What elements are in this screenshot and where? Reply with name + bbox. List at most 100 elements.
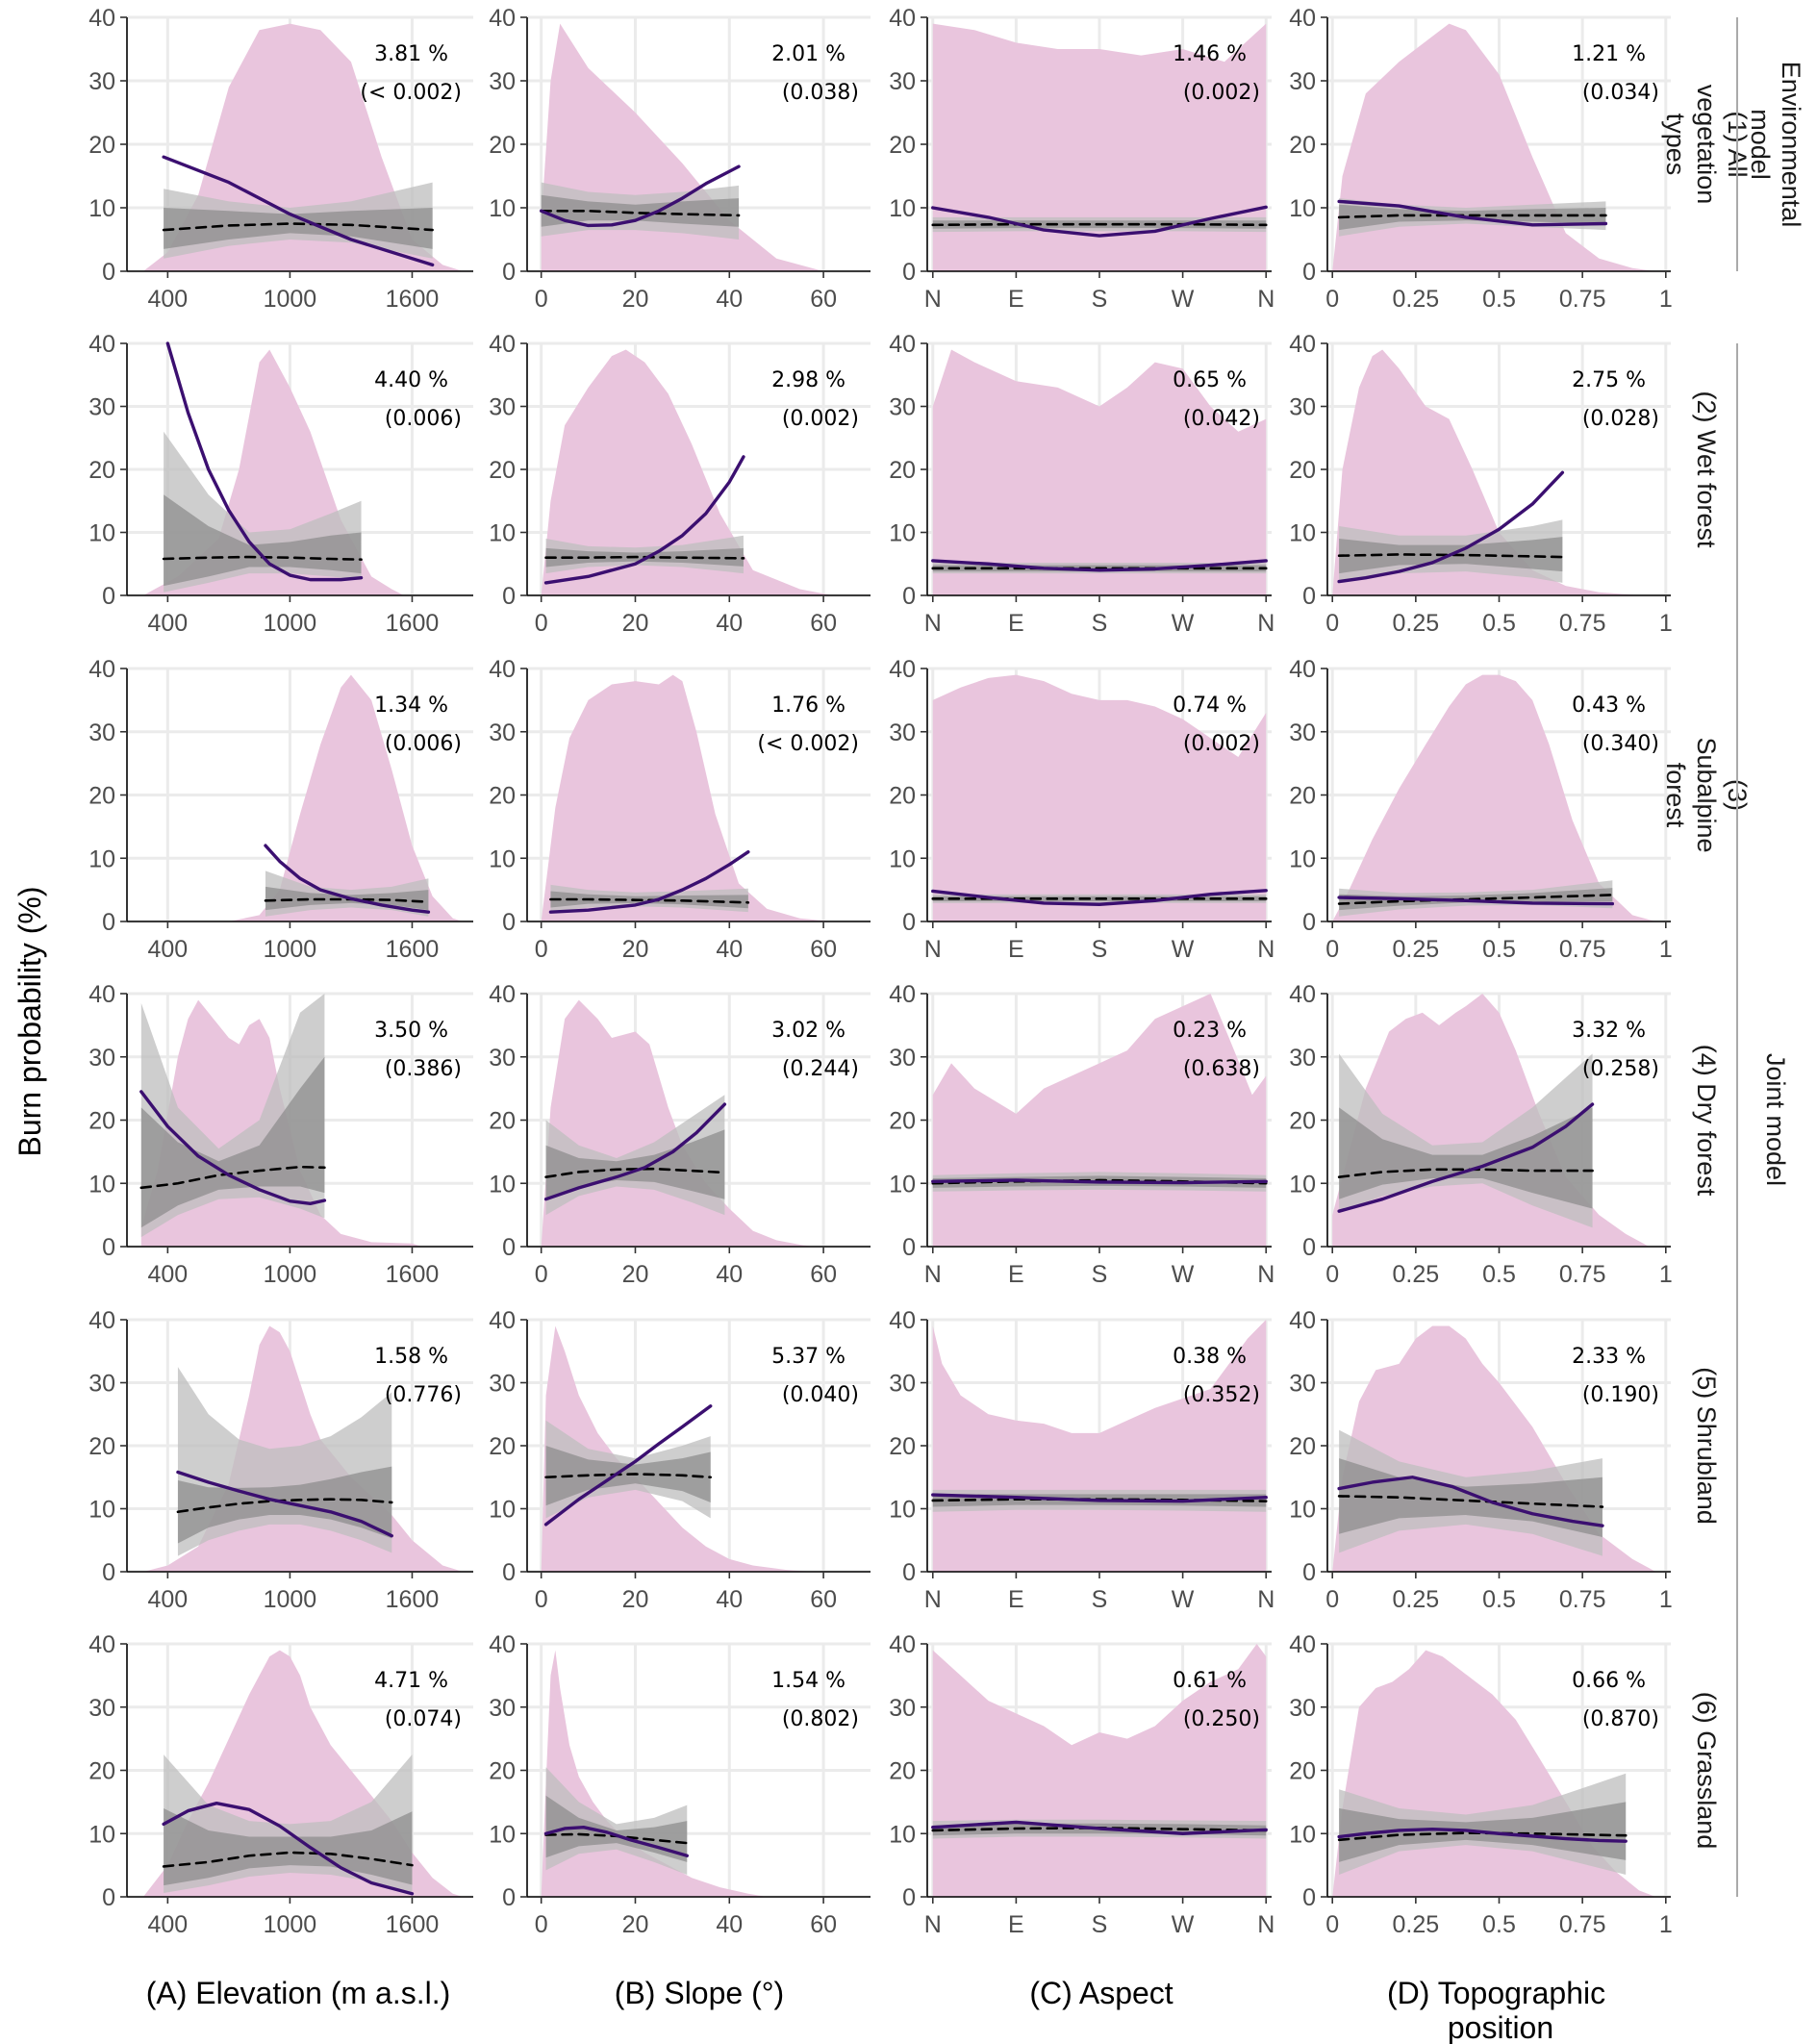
y-tick-label: 30 [889, 1371, 916, 1398]
variance-explained-label: 4.71 % [374, 1669, 448, 1693]
x-tick-label: 0.75 [1559, 1911, 1606, 1938]
x-tick-label: W [1172, 286, 1195, 313]
x-tick-label: 0.75 [1559, 1586, 1606, 1613]
variance-explained-label: 3.02 % [771, 1019, 845, 1043]
density-area [932, 674, 1267, 921]
variance-explained-label: 2.01 % [771, 42, 845, 66]
p-value-label: (0.038) [782, 81, 859, 105]
variance-explained-label: 2.98 % [771, 368, 845, 392]
x-tick-label: 20 [622, 1586, 649, 1613]
dashed-curve [549, 897, 750, 904]
density-area [932, 349, 1267, 595]
x-tick-label: 1 [1659, 1586, 1673, 1613]
y-tick-label: 0 [502, 1884, 516, 1911]
y-tick-label: 0 [1302, 583, 1316, 610]
y-tick-label: 20 [1289, 783, 1316, 810]
x-tick-label: 60 [810, 936, 837, 963]
panel-r5-c3: 0 10 20 30 40 N E S W N 0.38 % (0.352) [889, 1307, 1274, 1613]
solid-curve [931, 1493, 1268, 1503]
y-tick-label: 0 [902, 259, 916, 286]
y-tick-label: 30 [889, 394, 916, 421]
y-tick-label: 30 [1289, 1371, 1316, 1398]
x-tick-label: 0.5 [1482, 286, 1516, 313]
x-tick-label: 40 [716, 1261, 743, 1288]
y-tick-label: 20 [1289, 1433, 1316, 1460]
y-tick-label: 10 [889, 1821, 916, 1848]
x-tick-label: 1600 [386, 286, 440, 313]
x-tick-label: W [1172, 936, 1195, 963]
y-tick-label: 30 [489, 1371, 516, 1398]
p-value-label: (0.006) [385, 407, 462, 431]
x-tick-label: N [924, 610, 942, 637]
y-tick-label: 0 [102, 1884, 115, 1911]
variance-explained-label: 0.61 % [1173, 1669, 1247, 1693]
y-tick-label: 30 [889, 1045, 916, 1072]
x-tick-label: 20 [622, 1261, 649, 1288]
y-tick-label: 20 [889, 1758, 916, 1785]
p-value-label: (0.870) [1582, 1707, 1659, 1731]
solid-curve [543, 1404, 713, 1527]
y-tick-label: 10 [1289, 1497, 1316, 1524]
x-tick-label: 0.75 [1559, 286, 1606, 313]
solid-curve [543, 455, 745, 585]
density-area [932, 23, 1267, 271]
p-value-label: (0.258) [1582, 1057, 1659, 1081]
x-tick-label: E [1008, 936, 1024, 963]
panel-r1-c3: 0 10 20 30 40 N E S W N 1.46 % (0.002) [889, 5, 1274, 313]
dashed-curve [931, 222, 1268, 227]
variance-explained-label: 3.50 % [374, 1019, 448, 1043]
solid-curve [139, 1090, 327, 1205]
solid-curve [1337, 1102, 1595, 1213]
solid-curve [176, 1470, 393, 1538]
p-value-label: (0.002) [1183, 81, 1260, 105]
x-tick-label: 1 [1659, 1261, 1673, 1288]
panel-r3-c4: 0 10 20 30 40 0 0.25 0.5 0.75 1 0.43 % (0.340) [1289, 656, 1673, 963]
x-tick-label: 1000 [264, 1261, 317, 1288]
x-axis-title-b: (B) Slope (°) [615, 1976, 784, 2010]
row-label-line: vegetation [1692, 85, 1721, 205]
y-tick-label: 20 [1289, 132, 1316, 159]
x-tick-label: 0 [1325, 1586, 1339, 1613]
y-tick-label: 40 [489, 656, 516, 683]
y-tick-label: 40 [1289, 981, 1316, 1008]
variance-explained-label: 4.40 % [374, 368, 448, 392]
y-tick-label: 30 [1289, 1695, 1316, 1722]
x-tick-label: 20 [622, 936, 649, 963]
variance-explained-label: 5.37 % [771, 1345, 845, 1369]
x-tick-label: 0 [535, 1261, 548, 1288]
p-value-label: (0.638) [1183, 1057, 1260, 1081]
y-tick-label: 20 [489, 457, 516, 484]
y-tick-label: 10 [88, 1171, 115, 1198]
x-tick-label: 1600 [386, 1586, 440, 1613]
x-tick-label: 1600 [386, 1261, 440, 1288]
y-tick-label: 40 [489, 981, 516, 1008]
row-label-line: (4) Dry forest [1692, 1045, 1721, 1197]
solid-curve [931, 205, 1268, 238]
variance-explained-label: 0.43 % [1572, 694, 1646, 718]
x-tick-label: 40 [716, 1911, 743, 1938]
x-tick-label: 40 [716, 286, 743, 313]
y-tick-label: 20 [889, 132, 916, 159]
x-tick-label: N [924, 936, 942, 963]
solid-curve [1337, 1476, 1604, 1527]
y-tick-label: 30 [88, 1695, 115, 1722]
x-tick-label: E [1008, 286, 1024, 313]
x-tick-label: 1000 [264, 610, 317, 637]
panel-r4-c1: 0 10 20 30 40 400 1000 1600 3.50 % (0.386) [88, 981, 473, 1288]
x-tick-label: 0.5 [1482, 610, 1516, 637]
x-tick-label: 0 [535, 610, 548, 637]
panel-r2-c3: 0 10 20 30 40 N E S W N 0.65 % (0.042) [889, 331, 1274, 637]
x-tick-label: E [1008, 610, 1024, 637]
panel-r3-c2: 0 10 20 30 40 0 20 40 60 1.76 % (< 0.002) [489, 656, 871, 963]
y-tick-label: 30 [1289, 68, 1316, 95]
x-tick-label: N [1257, 1261, 1274, 1288]
row-label-line: (6) Grassland [1692, 1692, 1721, 1850]
panel-r1-c2: 0 10 20 30 40 0 20 40 60 2.01 % (0.038) [489, 5, 871, 313]
y-tick-label: 0 [502, 583, 516, 610]
x-tick-label: 400 [147, 1261, 188, 1288]
x-tick-label: 0 [1325, 1911, 1339, 1938]
x-tick-label: N [924, 1586, 942, 1613]
x-tick-label: W [1172, 1586, 1195, 1613]
x-tick-label: N [924, 1261, 942, 1288]
y-tick-label: 10 [489, 1171, 516, 1198]
